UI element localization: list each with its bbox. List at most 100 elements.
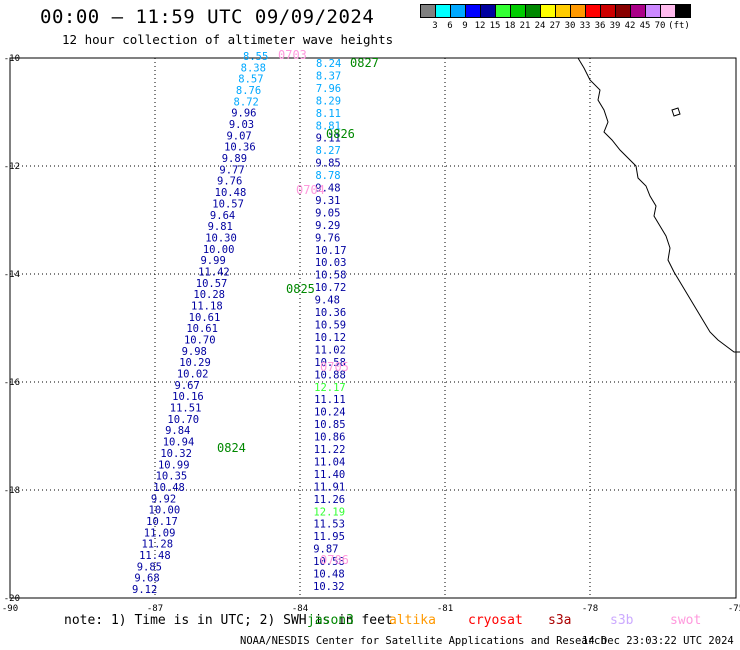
wave-height-value: 11.53: [313, 519, 345, 531]
wave-height-value: 9.87: [313, 544, 338, 556]
axis-labels: -90 -87 -84 -81 -78 -75 -10 -12 -14 -16 -18 -20: [2, 54, 740, 614]
satellite-name: s3b: [610, 613, 634, 628]
wave-height-value: 8.76: [236, 85, 261, 97]
lon-label: -81: [437, 604, 453, 614]
wave-height-value: 9.89: [222, 153, 247, 165]
scale-label: 18: [504, 21, 516, 31]
wave-height-value: 11.51: [170, 403, 202, 415]
lat-label: -16: [4, 378, 20, 388]
lon-label: -75: [728, 604, 740, 614]
scale-label: 33: [579, 21, 591, 31]
wave-height-value: 10.72: [315, 282, 347, 294]
map-frame: [9, 57, 737, 599]
scale-label: 9: [462, 21, 468, 31]
lon-label: -78: [582, 604, 598, 614]
wave-height-value: 11.22: [314, 444, 346, 456]
pass-id: 0705: [320, 360, 349, 374]
wave-height-value: 10.59: [315, 320, 347, 332]
wave-height-value: 11.02: [314, 344, 346, 356]
wave-height-value: 8.11: [316, 108, 341, 120]
wave-height-value: 10.16: [172, 391, 204, 403]
wave-height-value: 8.55: [243, 51, 268, 63]
wave-height-value: 10.35: [156, 471, 188, 483]
wave-height-value: 10.70: [167, 414, 199, 426]
scale-label: 15: [489, 21, 501, 31]
wave-height-value: 9.11: [316, 133, 341, 145]
pass-id: 0704: [296, 183, 325, 197]
wave-height-value: 9.12: [132, 584, 157, 596]
wave-height-value: 10.48: [215, 187, 247, 199]
wave-height-value: 9.31: [315, 195, 340, 207]
wave-height-value: 11.28: [141, 539, 173, 551]
wave-height-value: 10.29: [179, 357, 211, 369]
map-title: 00:00 — 11:59 UTC 09/09/2024: [40, 6, 375, 28]
pass-id: 0706: [320, 553, 349, 567]
wave-height-value: 10.48: [313, 569, 345, 581]
scale-label: 36: [594, 21, 606, 31]
wave-height-value: 7.96: [316, 83, 341, 95]
wave-height-value: 10.58: [314, 357, 346, 369]
wave-height-value: 9.85: [137, 561, 162, 573]
scale-label: 21: [519, 21, 531, 31]
wave-height-value: 9.92: [151, 493, 176, 505]
wave-height-value: 10.24: [314, 407, 346, 419]
wave-height-value: 10.58: [313, 556, 345, 568]
wave-height-value: 10.17: [315, 245, 347, 257]
scale-label: 24: [534, 21, 546, 31]
wave-height-value: 10.00: [203, 244, 235, 256]
wave-height-value: 10.57: [196, 278, 228, 290]
wave-height-value: 10.02: [177, 369, 209, 381]
track-left-values: 8.558.388.578.768.729.969.039.0710.369.8…: [132, 51, 268, 596]
satellite-name: swot: [670, 613, 702, 628]
wave-height-value: 11.48: [139, 550, 171, 562]
wave-height-value: 10.32: [160, 448, 192, 460]
wave-height-value: 10.61: [189, 312, 221, 324]
wave-height-value: 8.27: [316, 145, 341, 157]
wave-height-value: 10.85: [314, 419, 346, 431]
wave-height-value: 9.68: [134, 573, 159, 585]
wave-height-value: 9.48: [315, 183, 340, 195]
pass-id: 0824: [217, 441, 246, 455]
lat-lon-grid: [9, 57, 737, 599]
wave-height-value: 9.48: [315, 295, 340, 307]
wave-height-value: 11.26: [314, 494, 346, 506]
wave-height-value: 9.96: [231, 108, 256, 120]
wave-height-value: 8.78: [315, 170, 340, 182]
pass-id: 0827: [350, 56, 379, 70]
wave-height-value: 8.24: [316, 58, 341, 70]
scale-swatch: [675, 4, 691, 18]
wave-height-value: 10.03: [315, 257, 347, 269]
wave-height-value: 8.38: [241, 62, 266, 74]
wave-height-value: 10.36: [315, 307, 347, 319]
wave-height-value: 8.37: [316, 70, 341, 82]
wave-height-value: 9.85: [315, 158, 340, 170]
wave-height-value: 10.32: [313, 581, 345, 593]
credit-line: NOAA/NESDIS Center for Satellite Applica…: [240, 635, 607, 647]
scale-label: 42: [624, 21, 636, 31]
wave-height-value: 9.77: [219, 164, 244, 176]
wave-height-value: 10.61: [186, 323, 218, 335]
satellite-name: cryosat: [468, 613, 523, 628]
pass-id: 0825: [286, 282, 315, 296]
scale-label: 39: [609, 21, 621, 31]
wave-height-value: 8.29: [316, 95, 341, 107]
wave-height-value: 10.58: [315, 270, 347, 282]
wave-height-value: 12.19: [313, 506, 345, 518]
wave-height-value: 9.76: [217, 176, 242, 188]
wave-height-value: 9.81: [208, 221, 233, 233]
wave-height-value: 11.40: [314, 469, 346, 481]
scale-label: 70: [654, 21, 666, 31]
wave-height-value: 11.18: [191, 300, 223, 312]
wave-height-value: 11.09: [144, 527, 176, 539]
wave-height-value: 9.07: [226, 130, 251, 142]
island-outline: [671, 107, 681, 117]
wave-height-value: 9.98: [182, 346, 207, 358]
wave-height-value: 9.05: [315, 207, 340, 219]
pass-id: 0703: [278, 48, 307, 62]
scale-label: 27: [549, 21, 561, 31]
wave-height-color-scale: [420, 4, 691, 18]
wave-height-value: 9.03: [229, 119, 254, 131]
lon-label: -84: [292, 604, 308, 614]
pass-id: 0826: [326, 127, 355, 141]
